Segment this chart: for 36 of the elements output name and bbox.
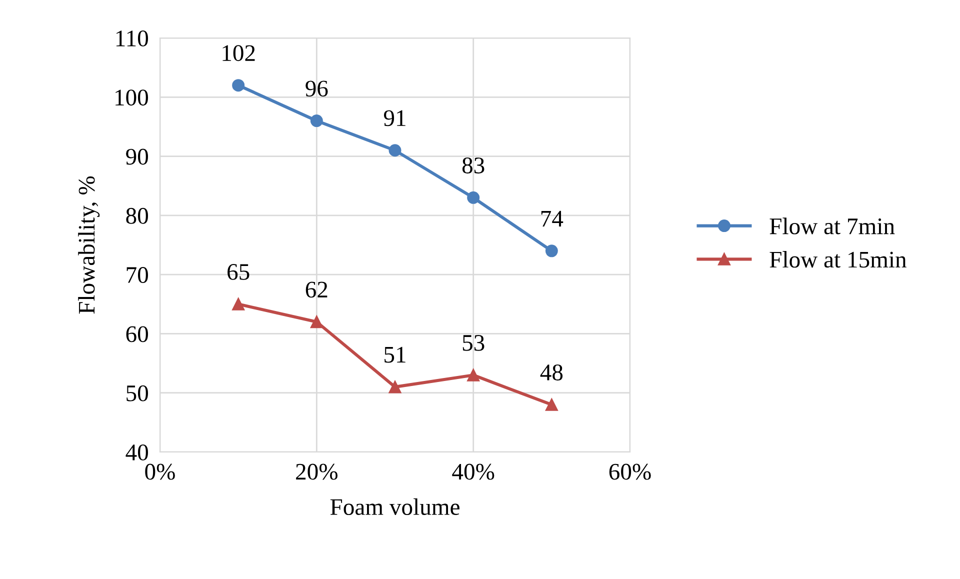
point — [310, 316, 323, 328]
point — [388, 144, 402, 157]
x-tick-label: 40% — [452, 464, 494, 480]
data-label: 53 — [462, 335, 484, 351]
point — [232, 79, 245, 92]
x-tick-label: 0% — [145, 464, 175, 480]
point — [232, 298, 245, 310]
point — [467, 368, 480, 382]
y-tick-label: 40 — [126, 444, 148, 460]
legend-label: Flow at 7min — [770, 218, 895, 234]
y-tick-label: 70 — [126, 267, 148, 283]
data-label: 83 — [462, 158, 484, 174]
y-tick-label: 90 — [126, 148, 148, 165]
data-label: 102 — [222, 45, 255, 62]
legend-label: Flow at 15min — [770, 251, 906, 268]
data-label: 96 — [306, 80, 328, 97]
data-label: 74 — [541, 210, 564, 226]
y-tick-label: 100 — [116, 90, 148, 106]
data-label: 62 — [306, 282, 328, 298]
y-axis-title: Flowability, % — [78, 176, 100, 314]
point — [545, 244, 558, 258]
y-tick-label: 110 — [116, 30, 148, 46]
data-label: 65 — [228, 264, 250, 280]
point — [310, 114, 323, 128]
y-tick-label: 50 — [126, 385, 148, 402]
y-tick-label: 60 — [126, 326, 148, 342]
data-label: 51 — [384, 346, 406, 363]
data-label: 91 — [384, 110, 406, 126]
x-axis-title: Foam volume — [330, 498, 460, 516]
x-tick-label: 60% — [609, 464, 651, 480]
point — [388, 380, 402, 394]
point — [545, 398, 558, 411]
y-tick-label: 80 — [126, 208, 148, 224]
point — [467, 191, 480, 204]
x-tick-label: 20% — [296, 464, 338, 480]
data-label: 48 — [540, 364, 563, 380]
